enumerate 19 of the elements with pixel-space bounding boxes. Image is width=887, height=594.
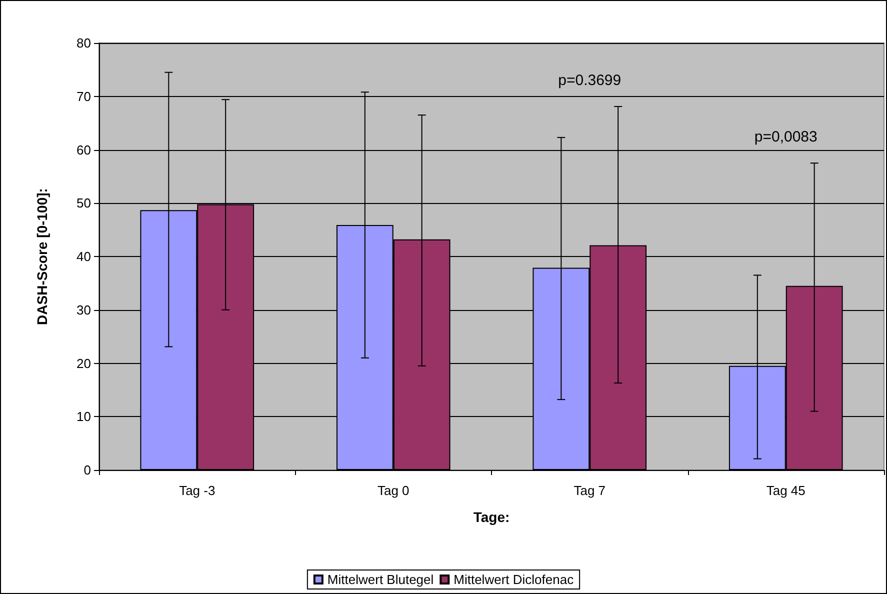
- y-tick-label: 80: [76, 36, 91, 50]
- x-tick-label: Tag 7: [574, 483, 606, 498]
- legend-label: Mittelwert Diclofenac: [454, 572, 574, 587]
- x-tick-label: Tag -3: [179, 483, 216, 498]
- y-tick-label: 0: [84, 462, 91, 478]
- y-tick-label: 40: [76, 249, 91, 264]
- y-tick-label: 70: [76, 88, 91, 104]
- x-axis-title: Tage:: [473, 509, 510, 525]
- x-tick-label: Tag 0: [377, 483, 410, 498]
- y-axis-title: DASH-Score [0-100]:: [34, 188, 50, 325]
- annotation: p=0.3699: [558, 72, 622, 90]
- y-tick-label: 20: [76, 356, 91, 371]
- y-tick-label: 30: [76, 302, 91, 318]
- x-tick-label: Tag 45: [766, 483, 806, 498]
- y-tick-label: 60: [76, 142, 91, 158]
- annotation: p=0,0083: [754, 128, 818, 146]
- y-tick-label: 10: [76, 409, 91, 424]
- legend-label: Mittelwert Blutegel: [327, 572, 434, 587]
- y-tick-label: 50: [76, 196, 91, 211]
